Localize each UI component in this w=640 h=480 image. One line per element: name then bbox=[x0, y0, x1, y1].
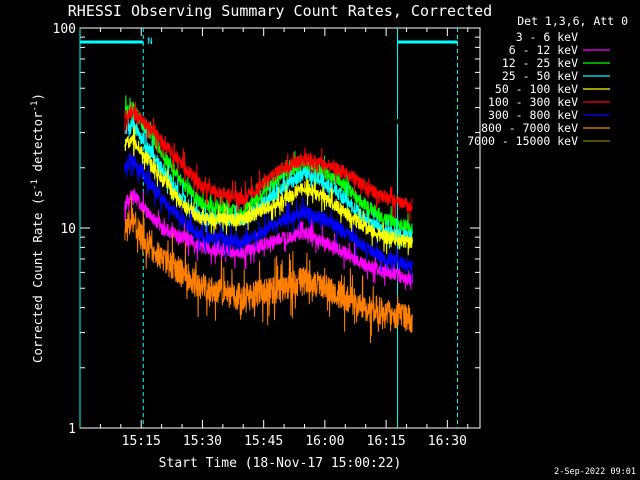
legend-label: 300 - 800 keV bbox=[488, 108, 578, 122]
y-tick-label: 1 bbox=[68, 422, 76, 437]
legend-label: 6 - 12 keV bbox=[509, 43, 578, 57]
y-tick-label: 10 bbox=[60, 222, 76, 237]
night-annotation: N bbox=[147, 37, 152, 47]
series-line bbox=[124, 125, 413, 256]
y-axis-label-sup1: -1 bbox=[30, 179, 40, 190]
y-axis-label-sup2: -1 bbox=[30, 101, 40, 112]
footer-timestamp: 2-Sep-2022 09:01 bbox=[554, 467, 636, 477]
y-axis-label-mid: detector bbox=[30, 111, 45, 179]
plot-area: 15:15 15:30 15:45 16:00 16:15 16:30 1 10 100 N bbox=[53, 22, 481, 449]
x-tick-label: 16:00 bbox=[305, 434, 344, 449]
chart-title: RHESSI Observing Summary Count Rates, Co… bbox=[68, 2, 492, 20]
x-tick-label: 16:15 bbox=[367, 434, 406, 449]
y-axis-label-main: Corrected Count Rate (s bbox=[30, 190, 45, 363]
x-tick-label: 15:15 bbox=[122, 434, 161, 449]
series-line bbox=[124, 153, 413, 283]
legend-label: 7000 - 15000 keV bbox=[467, 134, 578, 148]
x-tick-label: 15:30 bbox=[183, 434, 222, 449]
legend-label: 3 - 6 keV bbox=[516, 30, 578, 44]
x-axis-label: Start Time (18-Nov-17 15:00:22) bbox=[159, 456, 402, 471]
legend-label: 25 - 50 keV bbox=[502, 69, 578, 83]
series-line bbox=[124, 101, 413, 222]
y-tick-label: 100 bbox=[53, 22, 76, 37]
legend-header: Det 1,3,6, Att 0 bbox=[517, 14, 628, 28]
x-tick-label: 16:30 bbox=[428, 434, 467, 449]
y-axis-label-end: ) bbox=[30, 93, 45, 101]
legend-label: 12 - 25 keV bbox=[502, 56, 578, 70]
series-line bbox=[124, 108, 413, 130]
series-line bbox=[124, 95, 413, 242]
y-axis-label: Corrected Count Rate (s-1 detector-1) bbox=[30, 93, 45, 363]
x-tick-label: 15:45 bbox=[244, 434, 283, 449]
series-line bbox=[124, 195, 413, 343]
legend-label: 50 - 100 keV bbox=[495, 82, 578, 96]
svg-text:Corrected Count Rate (s-1 dete: Corrected Count Rate (s-1 detector-1) bbox=[30, 93, 45, 363]
legend-label: 800 - 7000 keV bbox=[481, 121, 578, 135]
legend-label: 100 - 300 keV bbox=[488, 95, 578, 109]
